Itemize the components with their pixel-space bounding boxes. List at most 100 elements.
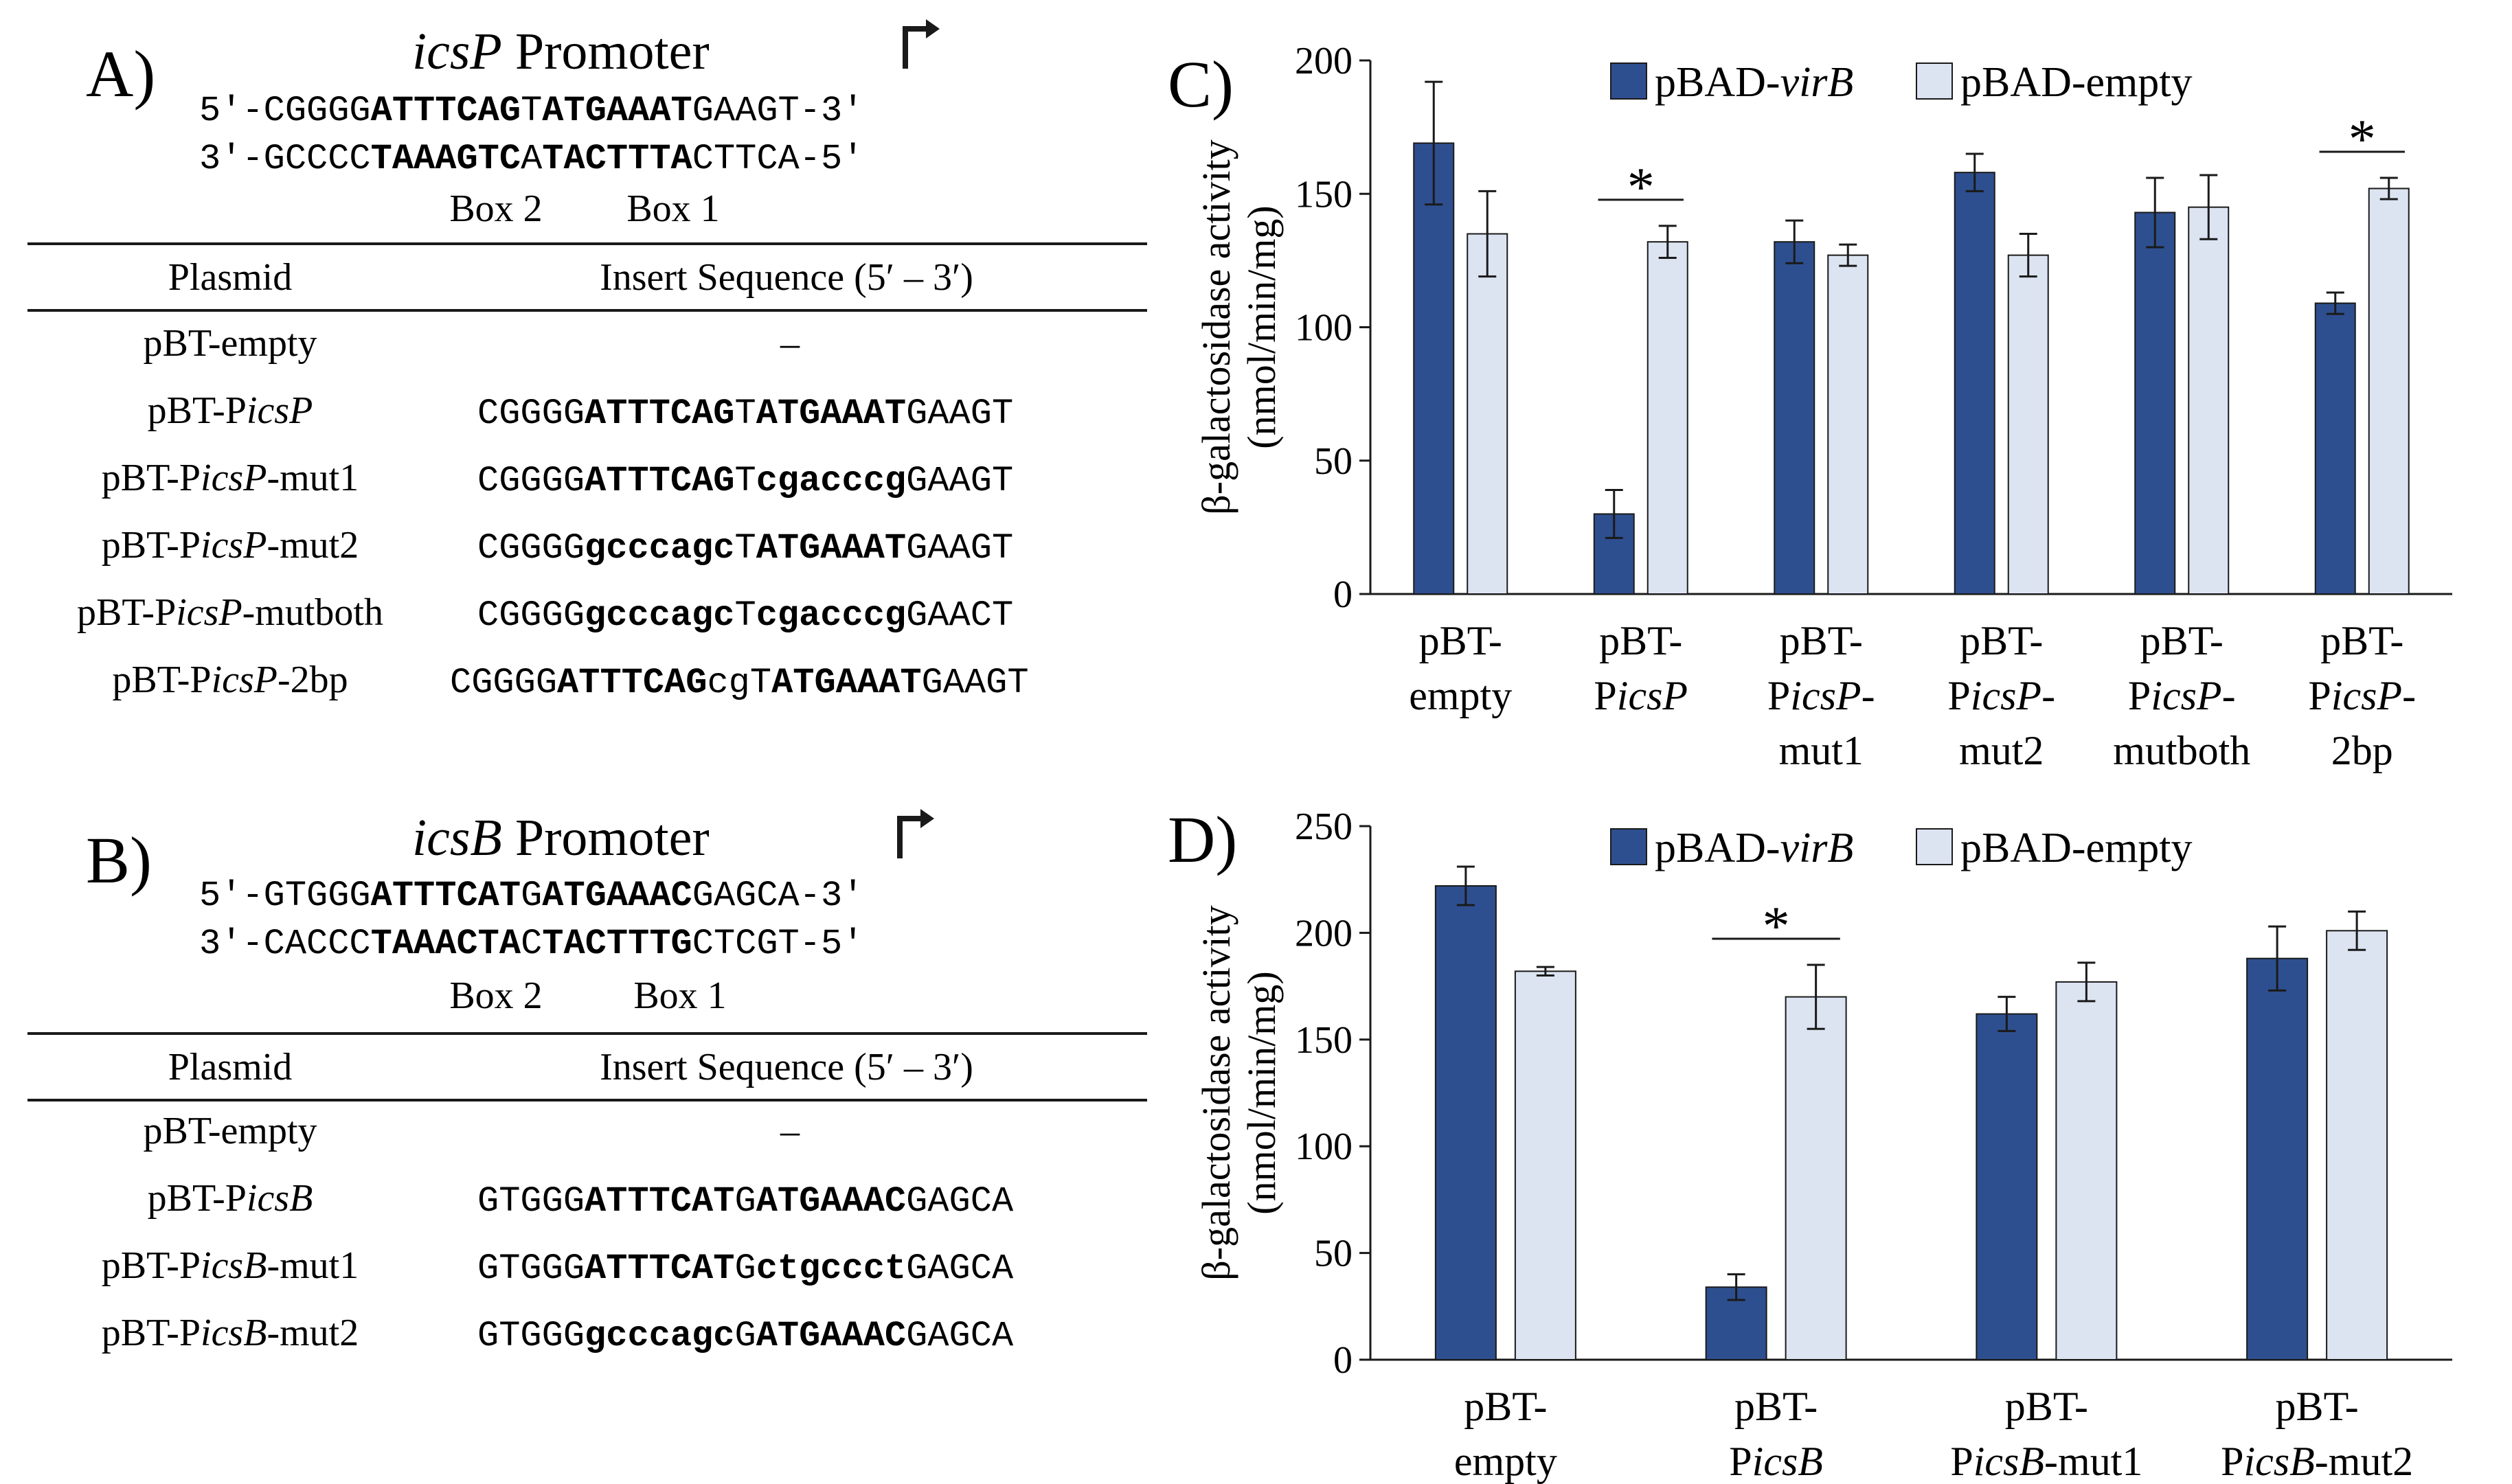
text-segment: -: [2222, 673, 2236, 718]
legend-swatch-0: [1610, 828, 1647, 865]
text-segment: GTGGG: [477, 1316, 585, 1356]
text-segment: -mut1: [267, 457, 359, 499]
text-segment: P: [1950, 1439, 1973, 1484]
x-tick-label: PicsP-: [2128, 673, 2236, 718]
y-axis-label-line1: β-galactosidase activity: [1194, 139, 1238, 514]
text-segment: TAAACTA: [371, 924, 521, 964]
text-segment: CGGGG: [477, 528, 585, 569]
text-segment: icsP: [1790, 673, 1861, 718]
text-segment: pBT-P: [148, 1177, 247, 1220]
text-segment: G: [734, 1248, 756, 1289]
x-tick-label: pBT-: [2320, 618, 2403, 663]
text-segment: icsP: [1617, 673, 1688, 718]
chart-c: C) β-galactosidase activity(nmol/min/mg) 0…: [1168, 40, 2452, 773]
text-segment: pBT-: [2320, 618, 2403, 663]
text-segment: TAAAGTC: [371, 139, 521, 179]
bar-empty-1: [1647, 241, 1688, 595]
text-segment: CTTCA-5′: [692, 139, 864, 179]
text-segment: ATTTCAG: [557, 663, 707, 703]
table-row: pBT-empty –: [143, 322, 800, 365]
panel-a: A) icsP Promoter 5′-CGGGGATTTCAGTATGAAAT…: [27, 19, 1147, 703]
legend-label-1: pBAD-empty: [1960, 825, 2193, 871]
x-tick-label: pBT-: [1960, 618, 2043, 663]
text-segment: pBT-P: [77, 591, 176, 634]
legend-label-plain: pBAD-empty: [1960, 825, 2193, 871]
x-tick-label: PicsB: [1729, 1439, 1823, 1484]
text-segment: ATGAAAT: [756, 393, 906, 434]
text-segment: GAAGT: [906, 461, 1013, 501]
panel-letter: D): [1168, 803, 1237, 876]
x-tick-label: PicsB-mut2: [2221, 1439, 2413, 1484]
text-segment: pBT-P: [148, 389, 247, 432]
text-segment: –: [780, 1110, 800, 1152]
chart-d: D) β-galactosidase activity(nmol/min/mg) 0…: [1168, 803, 2452, 1484]
text-segment: GAAGT-3′: [692, 91, 864, 131]
text-segment: mutboth: [2113, 728, 2250, 773]
significance-star: *: [1763, 896, 1790, 957]
text-segment: ctgccct: [756, 1248, 906, 1289]
text-segment: icsB: [1973, 1439, 2044, 1484]
text-segment: C: [521, 924, 542, 964]
panel-b-col-plasmid: Plasmid: [168, 1046, 292, 1088]
text-segment: pBT-: [2276, 1384, 2359, 1429]
text-segment: pBT-: [1780, 618, 1863, 663]
text-segment: pBT-: [1599, 618, 1682, 663]
x-tick-label: PicsP: [1594, 673, 1688, 718]
x-tick-label: pBT-: [1464, 1384, 1547, 1429]
text-segment: pBT-P: [102, 457, 201, 499]
table-row: pBT-PicsP-2bp CGGGGATTTCAGcgTATGAAATGAAGT: [112, 659, 1028, 703]
text-segment: T: [734, 393, 756, 434]
panel-a-col-plasmid: Plasmid: [168, 256, 292, 299]
plasmid-name: pBT-PicsP-mut1: [102, 457, 359, 499]
y-tick-label: 200: [1295, 40, 1353, 82]
text-segment: icsP: [201, 457, 267, 499]
panel-a-title-rest: Promoter: [502, 23, 710, 80]
plasmid-name: pBT-PicsP-mut2: [102, 524, 359, 567]
text-segment: pBT-P: [102, 1244, 201, 1287]
panel-b-title-rest: Promoter: [502, 809, 710, 867]
text-segment: pBT-empty: [143, 1110, 317, 1152]
text-segment: CGGGG: [477, 393, 585, 434]
panel-b-title: icsB Promoter: [412, 809, 710, 867]
significance-star: *: [1627, 157, 1655, 218]
text-segment: G: [734, 1316, 756, 1356]
tss-arrow-icon: [897, 809, 934, 858]
insert-sequence: –: [780, 1110, 800, 1152]
panel-a-seq-bottom: 3′-GCCCCTAAAGTCATACTTTACTTCA-5′: [199, 139, 863, 179]
text-segment: GAGCA: [906, 1181, 1014, 1222]
legend-swatch-1: [1916, 62, 1953, 100]
text-segment: icsP: [247, 389, 313, 432]
legend-label-plain: pBAD-: [1655, 825, 1780, 871]
text-segment: icsP: [2151, 673, 2221, 718]
text-segment: icsP: [1971, 673, 2041, 718]
plasmid-name: pBT-empty: [143, 1110, 317, 1152]
insert-sequence: CGGGGATTTCAGcgTATGAAATGAAGT: [450, 663, 1029, 703]
text-segment: P: [2221, 1439, 2243, 1484]
panel-a-seq-top: 5′-CGGGGATTTCAGTATGAAATGAAGT-3′: [199, 91, 863, 131]
text-segment: GAGCA-3′: [692, 876, 864, 916]
y-axis-label: β-galactosidase activity(nmol/min/mg): [1194, 905, 1284, 1280]
x-tick-label: PicsB-mut1: [1950, 1439, 2142, 1484]
text-segment: -2bp: [278, 659, 348, 701]
bar-empty-2: [1827, 254, 1869, 595]
panel-b-col-insert: Insert Sequence (5′ – 3′): [600, 1046, 973, 1088]
plasmid-name: pBT-empty: [143, 322, 317, 365]
insert-sequence: CGGGGATTTCAGTcgacccgGAAGT: [477, 461, 1013, 501]
text-segment: pBT-: [2140, 618, 2224, 663]
text-segment: G: [734, 1181, 756, 1222]
bar-empty-3: [2007, 254, 2049, 595]
bar-virb-5: [2314, 302, 2356, 595]
text-segment: 3′-CACCC: [199, 924, 371, 964]
text-segment: pBT-: [1419, 618, 1502, 663]
text-segment: ATGAAAT: [756, 528, 906, 569]
x-tick-label: empty: [1454, 1439, 1557, 1484]
panel-b-seq-bottom: 3′-CACCCTAAACTACTACTTTGCTCGT-5′: [199, 924, 863, 964]
text-segment: TACTTTG: [542, 924, 692, 964]
text-segment: empty: [1454, 1439, 1557, 1484]
text-segment: icsP: [212, 659, 278, 701]
bar-virb-4: [2134, 212, 2176, 595]
bar-virb-3: [1954, 172, 1995, 595]
x-tick-label: mut1: [1779, 728, 1864, 773]
text-segment: ATGAAAT: [771, 663, 921, 703]
